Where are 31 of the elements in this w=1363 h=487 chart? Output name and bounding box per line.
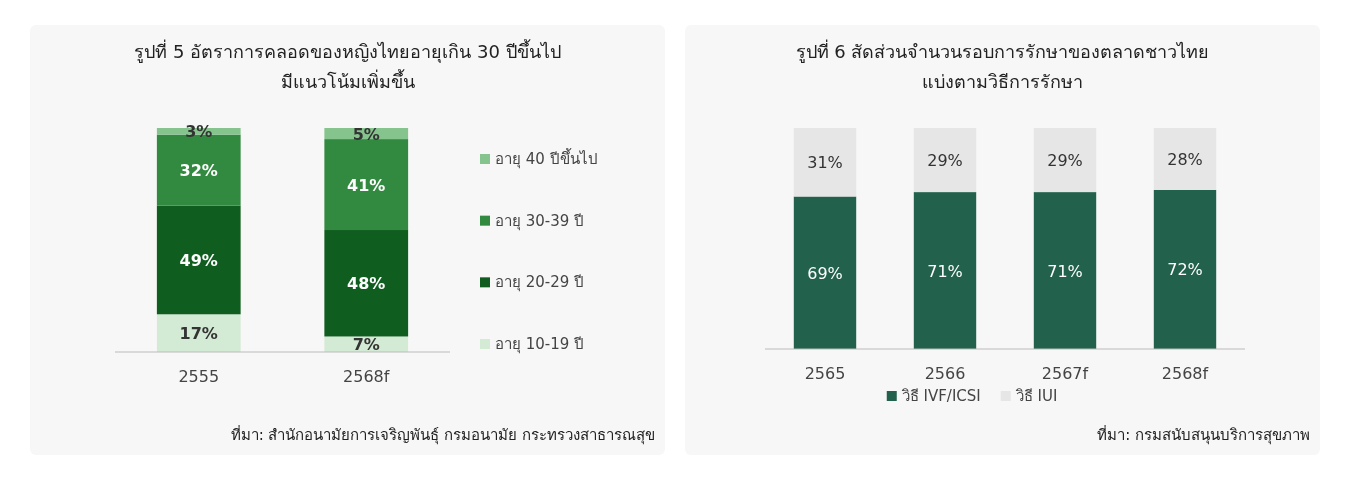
legend-label: อายุ 10-19 ปี <box>495 335 585 354</box>
data-label: 7% <box>352 335 380 355</box>
data-label: 29% <box>1047 151 1083 171</box>
chart-title: รูปที่ 5 อัตราการคลอดของหญิงไทยอายุเกิน 30 ปีขึ้นไป มีแนวโน้มเพิ่มขึ้น <box>134 39 561 92</box>
legend-label: วิธี IUI <box>1014 387 1058 405</box>
text: ที่มา: กรมสนับสนุนบริการสุขภาพ <box>1097 424 1310 445</box>
data-label: 71% <box>1047 261 1083 281</box>
data-label: 29% <box>927 151 963 171</box>
x-tick-label: 2555 <box>178 367 220 386</box>
x-tick-label: 2565 <box>804 364 846 383</box>
data-label: 31% <box>807 153 843 173</box>
data-label: 49% <box>179 250 218 270</box>
legend-label: วิธี IVF/ICSI <box>900 387 981 405</box>
chart-title: รูปที่ 6 สัดส่วนจำนวนรอบการรักษาของตลาดชาวไทย แบ่งตามวิธีการรักษา <box>795 39 1210 92</box>
data-label: 41% <box>347 175 386 195</box>
data-label: 48% <box>347 274 386 294</box>
x-tick-label: 2566 <box>924 364 966 383</box>
data-label: 69% <box>807 263 843 283</box>
text: ที่มา: สำนักอนามัยการเจริญพันธุ์ กรมอนามัย กระทรวงสาธารณสุข <box>230 424 655 445</box>
data-label: 72% <box>1167 260 1203 280</box>
legend-label: อายุ 40 ปีขึ้นไป <box>495 148 598 169</box>
legend-label: อายุ 30-39 ปี <box>495 211 585 231</box>
x-tick-label: 2567f <box>1041 364 1089 383</box>
x-tick-label: 2568f <box>1161 364 1209 383</box>
legend-label: อายุ 20-29 ปี <box>495 273 585 293</box>
data-label: 71% <box>927 261 963 281</box>
data-label: 17% <box>179 324 218 344</box>
x-tick-label: 2568f <box>343 367 390 386</box>
data-label: 5% <box>352 124 380 144</box>
data-label: 32% <box>179 161 218 181</box>
data-label: 28% <box>1167 149 1203 169</box>
